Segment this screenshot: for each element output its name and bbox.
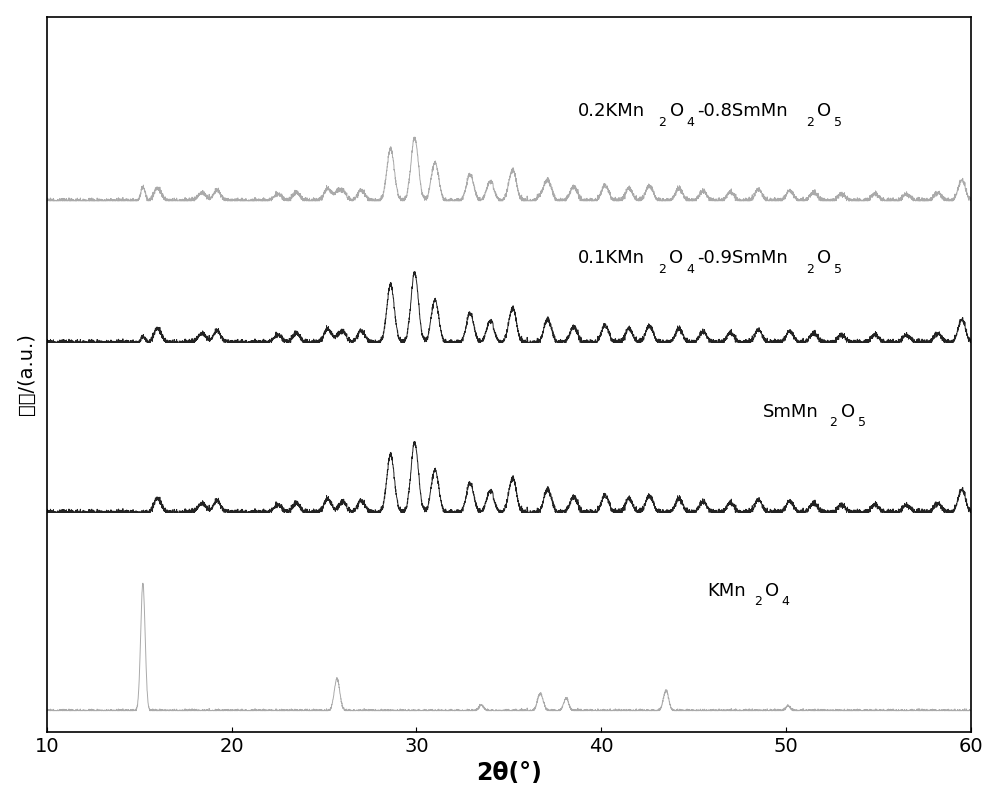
Text: 2: 2: [806, 262, 814, 276]
X-axis label: 2θ(°): 2θ(°): [476, 761, 542, 785]
Text: 2: 2: [830, 416, 837, 429]
Text: 4: 4: [686, 116, 694, 129]
Text: 0.2KMn: 0.2KMn: [578, 103, 645, 120]
Text: 2: 2: [658, 116, 666, 129]
Text: 0.1KMn: 0.1KMn: [578, 249, 645, 267]
Text: O: O: [765, 581, 779, 600]
Text: SmMn: SmMn: [763, 403, 819, 421]
Text: 2: 2: [806, 116, 814, 129]
Text: O: O: [841, 403, 855, 421]
Text: 2: 2: [658, 262, 666, 276]
Y-axis label: 强度/(a.u.): 强度/(a.u.): [17, 334, 36, 415]
Text: 5: 5: [858, 416, 866, 429]
Text: 5: 5: [834, 116, 842, 129]
Text: 4: 4: [686, 262, 694, 276]
Text: O: O: [817, 249, 831, 267]
Text: -0.9SmMn: -0.9SmMn: [697, 249, 788, 267]
Text: 4: 4: [782, 595, 790, 608]
Text: 5: 5: [834, 262, 842, 276]
Text: 2: 2: [754, 595, 762, 608]
Text: O: O: [669, 249, 683, 267]
Text: KMn: KMn: [708, 581, 746, 600]
Text: O: O: [670, 103, 684, 120]
Text: O: O: [817, 103, 831, 120]
Text: -0.8SmMn: -0.8SmMn: [698, 103, 788, 120]
